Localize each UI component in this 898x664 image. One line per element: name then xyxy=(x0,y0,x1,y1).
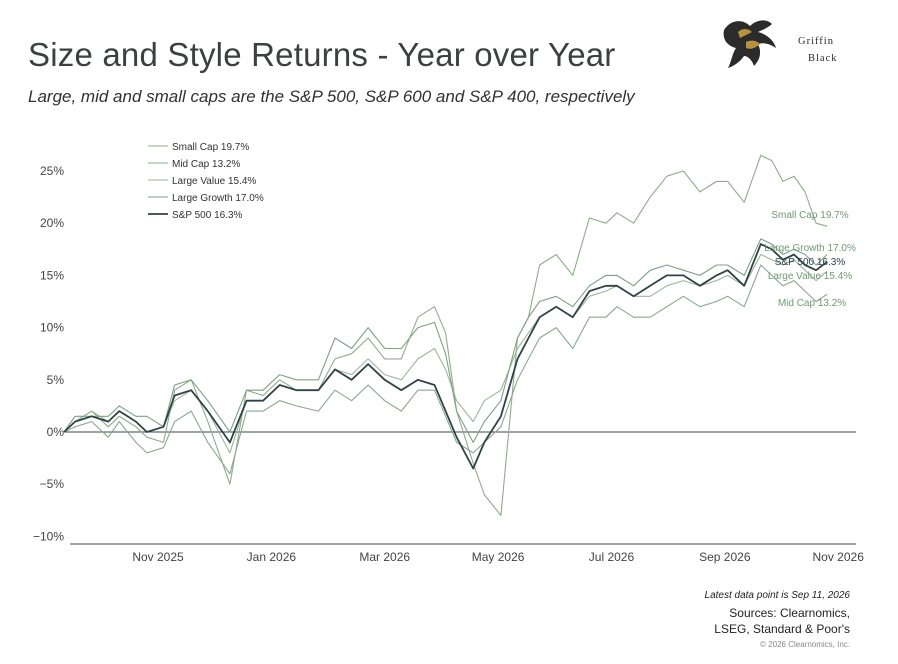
logo-wordmark: Griffin Black xyxy=(798,33,838,67)
legend-label: Large Growth 17.0% xyxy=(172,193,264,204)
sources-line-1: Sources: Clearnomics, xyxy=(729,606,850,620)
legend-label: Large Value 15.4% xyxy=(172,176,256,187)
y-tick-label: −10% xyxy=(33,529,64,543)
series-end-label: S&P 500 16.3% xyxy=(775,257,846,268)
series-end-label: Mid Cap 13.2% xyxy=(778,298,846,309)
y-tick-label: 20% xyxy=(40,216,64,230)
chart-legend: Small Cap 19.7% Mid Cap 13.2% Large Value … xyxy=(148,142,264,221)
series-line xyxy=(63,253,828,454)
x-tick-label: Nov 2025 xyxy=(132,550,184,564)
series-line xyxy=(63,238,828,443)
series-end-label: Small Cap 19.7% xyxy=(771,210,848,221)
series-line xyxy=(63,243,828,470)
y-tick-label: −5% xyxy=(40,477,65,491)
x-tick-label: Jul 2026 xyxy=(589,550,635,564)
latest-data-note: Latest data point is Sep 11, 2026 xyxy=(704,590,850,601)
x-axis: Nov 2025 Jan 2026 Mar 2026 May 2026 Jul 2026… xyxy=(132,550,864,564)
y-tick-label: 25% xyxy=(40,164,64,178)
legend-label: Mid Cap 13.2% xyxy=(172,159,240,170)
y-axis: 25% 20% 15% 10% 5% 0% −5% −10% xyxy=(33,164,856,545)
series-end-labels: Small Cap 19.7% Mid Cap 13.2% Large Value … xyxy=(764,210,856,309)
series-end-label: Large Value 15.4% xyxy=(768,271,852,282)
x-tick-label: Mar 2026 xyxy=(359,550,410,564)
y-tick-label: 15% xyxy=(40,268,64,282)
series-line xyxy=(63,154,828,517)
x-tick-label: Sep 2026 xyxy=(699,550,751,564)
y-tick-label: 5% xyxy=(47,373,65,387)
griffin-black-logo xyxy=(710,12,860,82)
y-tick-label: 10% xyxy=(40,321,64,335)
series-line xyxy=(63,264,828,475)
y-tick-label: 0% xyxy=(47,425,65,439)
logo-line-1: Griffin xyxy=(798,36,834,47)
legend-label: Small Cap 19.7% xyxy=(172,142,249,153)
chart-subtitle: Large, mid and small caps are the S&P 50… xyxy=(28,87,635,106)
sources-line-2: LSEG, Standard & Poor's xyxy=(714,622,850,636)
series-end-label: Large Growth 17.0% xyxy=(764,243,856,254)
x-tick-label: Nov 2026 xyxy=(813,550,865,564)
chart-title: Size and Style Returns - Year over Year xyxy=(28,36,616,73)
logo-line-2: Black xyxy=(808,53,838,64)
x-tick-label: Jan 2026 xyxy=(247,550,297,564)
griffin-icon xyxy=(723,20,776,68)
chart-series xyxy=(63,154,828,517)
x-tick-label: May 2026 xyxy=(472,550,525,564)
copyright: © 2026 Clearnomics, Inc. xyxy=(760,640,850,649)
legend-label: S&P 500 16.3% xyxy=(172,210,243,221)
